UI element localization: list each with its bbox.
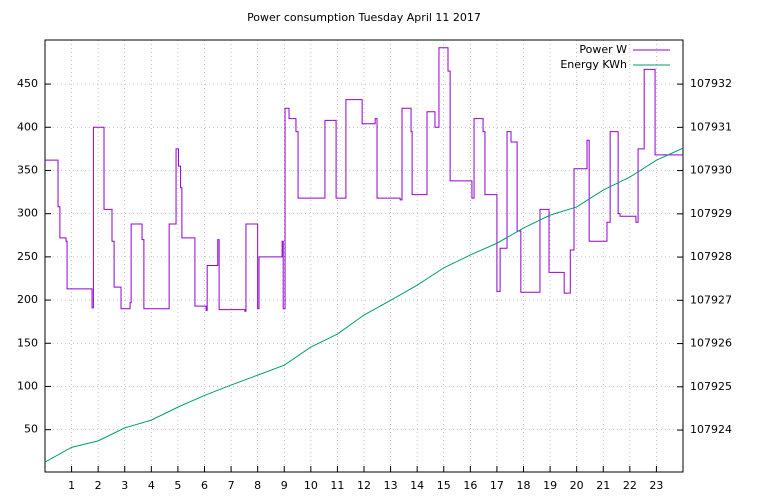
x-tick-label: 2	[95, 479, 102, 492]
x-tick-label: 22	[623, 479, 637, 492]
x-tick-label: 13	[384, 479, 398, 492]
y-tick-label: 350	[17, 163, 38, 176]
legend-label: Energy KWh	[560, 58, 627, 71]
y-tick-label: 400	[17, 120, 38, 133]
x-tick-label: 19	[543, 479, 557, 492]
x-tick-label: 5	[174, 479, 181, 492]
plot-border	[44, 39, 684, 473]
x-tick-label: 9	[281, 479, 288, 492]
x-tick-label: 1	[68, 479, 75, 492]
x-tick-label: 8	[254, 479, 261, 492]
x-tick-label: 10	[304, 479, 318, 492]
x-tick-label: 15	[437, 479, 451, 492]
y2-tick-label: 107928	[690, 250, 732, 263]
chart-title: Power consumption Tuesday April 11 2017	[247, 11, 481, 24]
y2-tick-label: 107926	[690, 337, 732, 350]
y2-tick-label: 107924	[690, 423, 732, 436]
x-tick-label: 3	[121, 479, 128, 492]
x-tick-label: 20	[570, 479, 584, 492]
x-tick-label: 14	[410, 479, 424, 492]
y2-tick-label: 107932	[690, 77, 732, 90]
x-tick-label: 6	[201, 479, 208, 492]
y-tick-label: 250	[17, 250, 38, 263]
x-tick-label: 21	[596, 479, 610, 492]
y2-tick-label: 107929	[690, 207, 732, 220]
y2-tick-label: 107930	[690, 164, 732, 177]
series-line	[45, 47, 683, 312]
y-tick-label: 150	[17, 336, 38, 349]
x-tick-label: 17	[490, 479, 504, 492]
y2-tick-label: 107925	[690, 380, 732, 393]
x-tick-label: 23	[649, 479, 663, 492]
x-tick-label: 12	[357, 479, 371, 492]
x-tick-label: 11	[330, 479, 344, 492]
x-tick-label: 18	[517, 479, 531, 492]
y-tick-label: 50	[24, 423, 38, 436]
y2-tick-label: 107927	[690, 293, 732, 306]
y-tick-label: 200	[17, 293, 38, 306]
y2-tick-label: 107931	[690, 120, 732, 133]
y-tick-label: 100	[17, 379, 38, 392]
x-tick-label: 7	[228, 479, 235, 492]
y-tick-label: 450	[17, 77, 38, 90]
x-tick-label: 4	[148, 479, 155, 492]
x-tick-label: 16	[463, 479, 477, 492]
series-line	[44, 147, 684, 463]
y-tick-label: 300	[17, 207, 38, 220]
legend-label: Power W	[579, 43, 627, 56]
